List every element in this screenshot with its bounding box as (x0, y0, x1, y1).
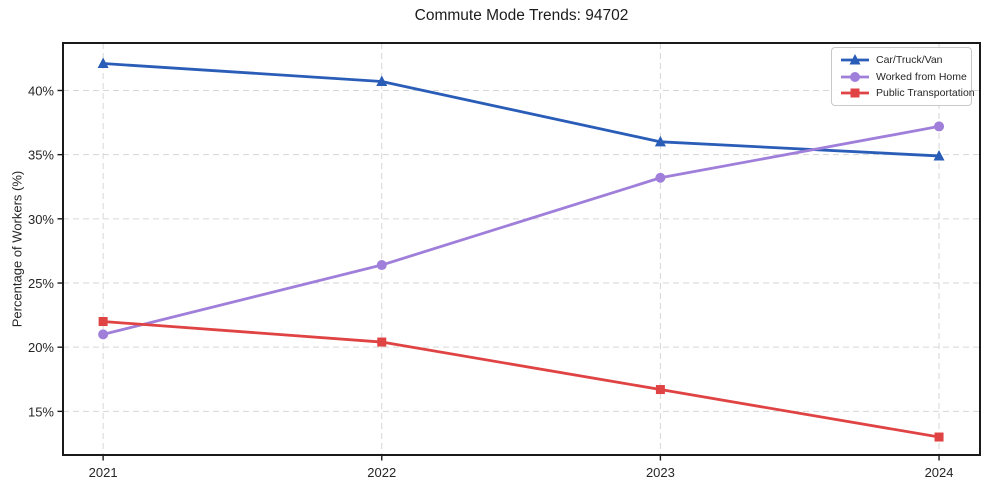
x-tick-label: 2021 (89, 465, 118, 480)
data-point-worked-from-home (655, 172, 666, 183)
series-line-worked-from-home (101, 125, 941, 336)
legend-entry-car-truck-van: Car/Truck/Van (839, 53, 965, 67)
y-tick-label: 25% (28, 276, 54, 291)
plot-border (62, 42, 981, 456)
legend-entry-public-transportation: Public Transportation (839, 86, 975, 100)
legend-marker-square-icon (841, 88, 869, 98)
data-point-worked-from-home (98, 329, 109, 340)
data-point-worked-from-home (376, 260, 387, 271)
data-point-car-truck-van (376, 75, 388, 87)
chart-title: Commute Mode Trends: 94702 (414, 7, 629, 24)
legend-label-car-truck-van: Car/Truck/Van (876, 54, 943, 66)
data-point-worked-from-home (934, 121, 945, 132)
legend-label-worked-from-home: Worked from Home (876, 70, 967, 83)
data-point-public-transportation (377, 337, 387, 347)
series-line-car-truck-van (101, 62, 941, 158)
legend-marker-glyph (849, 54, 861, 65)
legend-marker-triangle-icon (841, 54, 869, 65)
data-point-car-truck-van (654, 135, 666, 147)
legend-marker-glyph (850, 88, 860, 98)
legend-marker-glyph (850, 71, 860, 82)
x-tick-label: 2022 (367, 465, 396, 480)
y-tick-label: 40% (28, 83, 54, 98)
x-tick-label: 2024 (925, 465, 954, 480)
data-point-public-transportation (98, 317, 108, 327)
y-tick-label: 20% (28, 340, 54, 355)
data-point-public-transportation (655, 385, 665, 395)
data-point-car-truck-van (97, 57, 109, 69)
y-tick-label: 30% (28, 212, 54, 227)
legend-marker-circle-icon (841, 71, 869, 82)
x-tick-label: 2023 (646, 465, 675, 480)
legend-label-public-transportation: Public Transportation (876, 87, 975, 99)
legend: Car/Truck/Van Worked from Home Public Tran… (831, 47, 975, 106)
y-tick-label: 15% (28, 404, 54, 419)
data-point-public-transportation (934, 432, 944, 442)
y-tick-label: 35% (28, 148, 54, 163)
data-point-car-truck-van (933, 149, 945, 161)
series-line-public-transportation (101, 320, 941, 439)
legend-entry-worked-from-home: Worked from Home (839, 70, 967, 84)
